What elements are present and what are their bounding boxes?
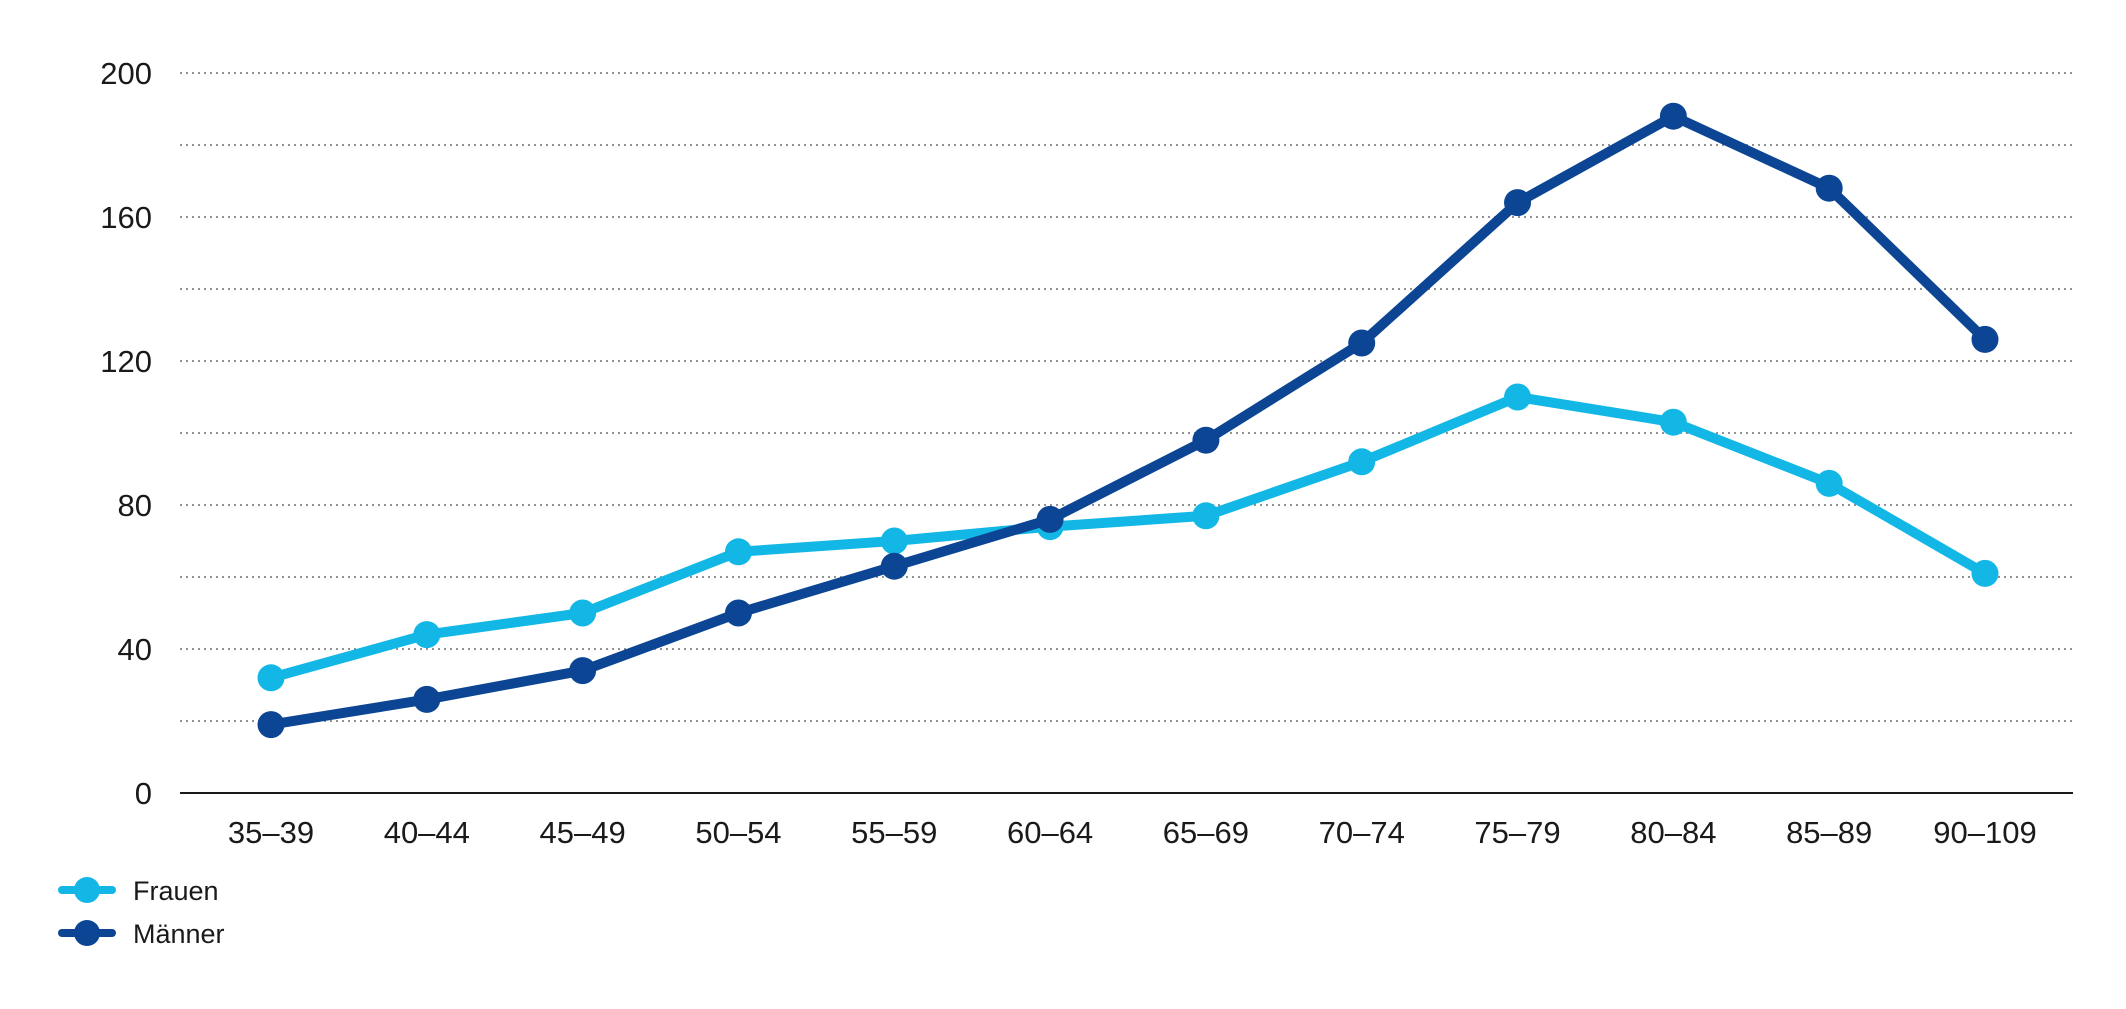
x-tick-label: 70–74: [1319, 815, 1405, 850]
x-tick-label: 75–79: [1474, 815, 1560, 850]
x-tick-label: 60–64: [1007, 815, 1093, 850]
data-point: [1348, 329, 1376, 357]
data-point: [1192, 502, 1220, 530]
x-tick-label: 50–54: [695, 815, 781, 850]
data-point: [1971, 325, 1999, 353]
data-point: [569, 657, 597, 685]
x-tick-labels: 35–39 40–44 45–49 50–54 55–59 60–64 65–69 70–74…: [228, 815, 2037, 850]
data-point: [257, 664, 285, 692]
data-point: [257, 711, 285, 739]
y-tick-label: 200: [100, 56, 152, 91]
y-tick-label: 40: [118, 632, 152, 667]
x-tick-label: 85–89: [1786, 815, 1872, 850]
legend-item: Männer: [58, 919, 225, 949]
series-lines: [257, 102, 1999, 739]
data-point: [569, 599, 597, 627]
data-point: [1815, 469, 1843, 497]
legend-label: Frauen: [133, 876, 219, 906]
data-point: [1348, 448, 1376, 476]
x-tick-label: 35–39: [228, 815, 314, 850]
data-point: [724, 599, 752, 627]
y-tick-labels: 0 40 80 120 160 200: [100, 56, 152, 811]
data-point: [1504, 383, 1532, 411]
data-point: [880, 527, 908, 555]
data-point: [1659, 102, 1687, 130]
data-point: [880, 552, 908, 580]
data-point: [1971, 559, 1999, 587]
legend: Frauen Männer: [58, 876, 225, 949]
data-point: [724, 538, 752, 566]
data-point: [413, 685, 441, 713]
data-point: [1192, 426, 1220, 454]
legend-item: Frauen: [58, 876, 219, 906]
series-line: [266, 111, 1990, 730]
x-tick-label: 65–69: [1163, 815, 1249, 850]
y-tick-label: 120: [100, 344, 152, 379]
legend-swatch-marker: [74, 920, 100, 946]
x-tick-label: 80–84: [1630, 815, 1716, 850]
y-tick-label: 80: [118, 488, 152, 523]
data-point: [1815, 174, 1843, 202]
x-tick-label: 90–109: [1933, 815, 2036, 850]
data-point: [413, 621, 441, 649]
data-point: [1659, 408, 1687, 436]
data-point: [1504, 189, 1532, 217]
y-tick-label: 0: [135, 776, 152, 811]
data-point: [1036, 505, 1064, 533]
y-tick-label: 160: [100, 200, 152, 235]
x-tick-label: 40–44: [384, 815, 470, 850]
legend-swatch-marker: [74, 877, 100, 903]
series-männer: [257, 102, 1999, 739]
series-frauen: [257, 383, 1999, 692]
series-line: [266, 392, 1990, 683]
legend-label: Männer: [133, 919, 225, 949]
x-tick-label: 45–49: [540, 815, 626, 850]
x-tick-label: 55–59: [851, 815, 937, 850]
